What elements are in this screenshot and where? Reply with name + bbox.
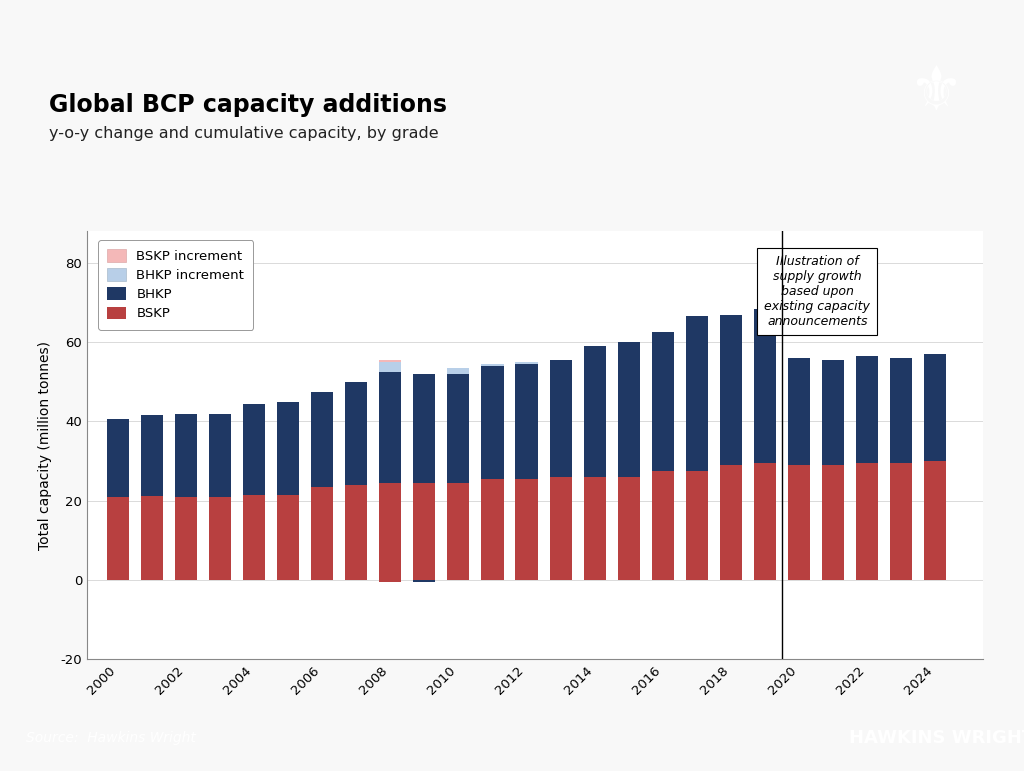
Bar (617, 477, 640, 580)
Bar (379, 362, 401, 372)
Bar (788, 358, 810, 465)
Bar (720, 465, 742, 580)
Text: Source:  Hawkins Wright: Source: Hawkins Wright (26, 731, 196, 746)
Bar (584, 477, 606, 580)
Bar (856, 356, 879, 463)
Bar (550, 360, 571, 477)
Bar (276, 495, 299, 580)
Bar (890, 358, 912, 463)
Bar (515, 364, 538, 479)
Bar (447, 368, 469, 374)
Bar (515, 479, 538, 580)
Bar (345, 382, 368, 485)
Bar (276, 402, 299, 495)
Bar (686, 471, 708, 580)
Bar (925, 461, 946, 580)
Bar (209, 413, 231, 497)
Text: Illustration of
supply growth
based upon
existing capacity
announcements: Illustration of supply growth based upon… (764, 255, 870, 328)
Bar (345, 485, 368, 580)
Bar (414, 374, 435, 483)
Bar (686, 316, 708, 471)
Bar (175, 413, 197, 497)
Bar (515, 362, 538, 364)
Legend: BSKP increment, BHKP increment, BHKP, BSKP: BSKP increment, BHKP increment, BHKP, BS… (98, 240, 254, 330)
Bar (379, 372, 401, 483)
Bar (209, 497, 231, 580)
Bar (822, 465, 844, 580)
Bar (243, 404, 265, 495)
Bar (414, 580, 435, 582)
Bar (311, 487, 333, 580)
Bar (754, 463, 776, 580)
Bar (140, 415, 163, 496)
Y-axis label: Total capacity (million tonnes): Total capacity (million tonnes) (38, 341, 52, 550)
Bar (175, 497, 197, 580)
Bar (856, 463, 879, 580)
Bar (447, 374, 469, 483)
Bar (379, 483, 401, 580)
Bar (311, 392, 333, 487)
Text: ⚜: ⚜ (908, 64, 963, 123)
Text: Global BCP capacity additions: Global BCP capacity additions (49, 93, 447, 116)
Bar (243, 495, 265, 580)
Bar (481, 366, 504, 479)
Bar (481, 479, 504, 580)
Bar (788, 465, 810, 580)
Bar (481, 364, 504, 366)
Bar (106, 497, 129, 580)
Bar (379, 580, 401, 582)
Bar (890, 463, 912, 580)
Bar (584, 346, 606, 477)
Bar (925, 354, 946, 461)
Bar (651, 471, 674, 580)
Bar (379, 360, 401, 362)
Bar (140, 496, 163, 580)
Bar (414, 483, 435, 580)
Bar (720, 315, 742, 465)
Bar (754, 308, 776, 463)
Text: HAWKINS WRIGHT: HAWKINS WRIGHT (850, 729, 1024, 747)
Bar (617, 342, 640, 477)
Text: y-o-y change and cumulative capacity, by grade: y-o-y change and cumulative capacity, by… (49, 126, 438, 140)
Bar (550, 477, 571, 580)
Bar (651, 332, 674, 471)
Bar (106, 419, 129, 497)
Bar (822, 360, 844, 465)
Bar (447, 483, 469, 580)
